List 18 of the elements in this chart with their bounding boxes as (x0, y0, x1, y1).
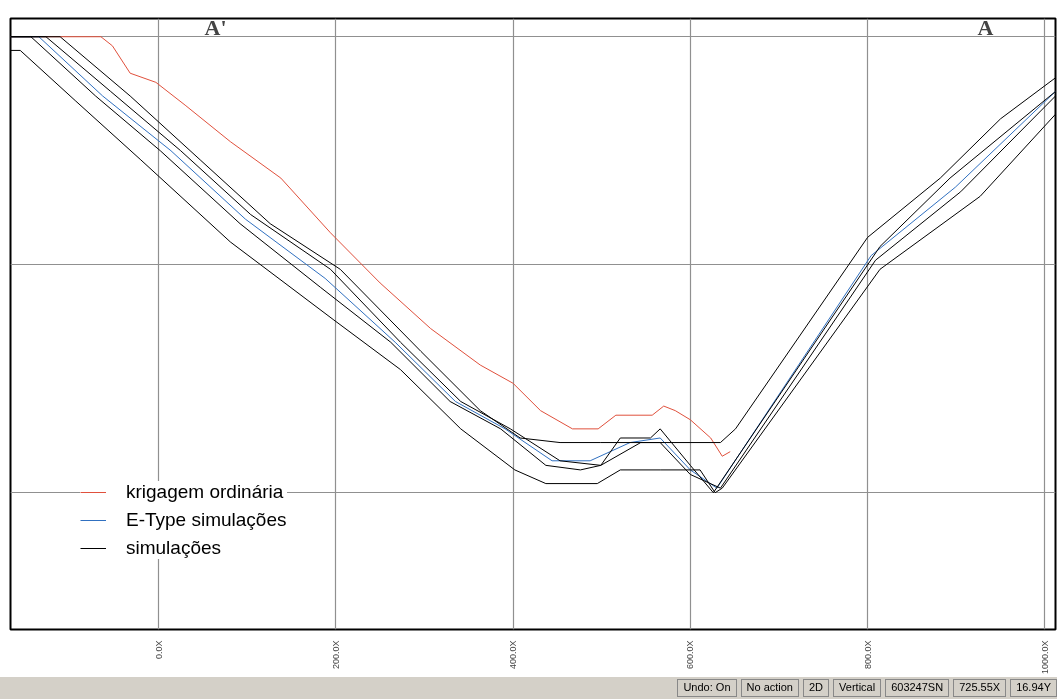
text: Undo: On (677, 679, 737, 697)
text: 2D (803, 679, 830, 697)
x-tick-label: 400.0X (508, 640, 519, 670)
annotation: A' (204, 15, 227, 40)
annotation: A (977, 15, 994, 40)
x-tick-label: 800.0X (862, 640, 873, 670)
legend-label: krigagem ordinária (126, 481, 284, 503)
text: 603247SN (885, 679, 950, 697)
x-tick-label: 600.0X (685, 640, 696, 670)
x-tick-label: 0.0X (153, 640, 164, 660)
text: 16.94Y (1010, 679, 1057, 697)
text: 725.55X (953, 679, 1007, 697)
text: No action (740, 679, 799, 697)
legend-label: simulações (126, 537, 222, 559)
x-tick-label: 200.0X (330, 640, 341, 670)
x-tick-label: 1000.0X (1039, 640, 1050, 675)
text: Vertical (833, 679, 882, 697)
legend-label: E-Type simulações (126, 509, 287, 531)
